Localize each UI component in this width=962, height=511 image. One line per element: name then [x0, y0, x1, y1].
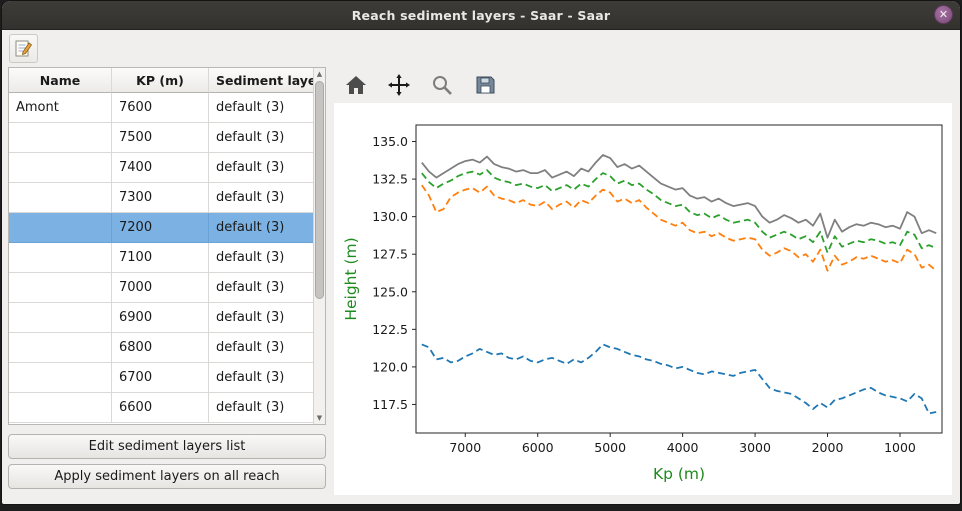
- home-button[interactable]: [342, 71, 370, 99]
- table-cell[interactable]: [9, 333, 112, 363]
- chart-svg: 117.5 120.0 122.5 125.0 127.5 130.0 132.5 135.0…: [342, 124, 943, 483]
- svg-text:130.0: 130.0: [372, 209, 408, 224]
- apply-sediment-layers-button[interactable]: Apply sediment layers on all reach: [8, 464, 326, 489]
- close-button[interactable]: ✕: [934, 5, 953, 24]
- table-row[interactable]: 7000 default (3): [9, 273, 313, 303]
- table-cell[interactable]: default (3): [209, 153, 313, 183]
- table-cell[interactable]: default (3): [209, 363, 313, 393]
- table-cell[interactable]: default (3): [209, 183, 313, 213]
- table-cell[interactable]: 6600: [112, 393, 209, 423]
- table-cell[interactable]: [9, 153, 112, 183]
- svg-text:135.0: 135.0: [372, 134, 408, 149]
- table-cell[interactable]: 7500: [112, 123, 209, 153]
- table-row[interactable]: Amont 7600 default (3): [9, 93, 313, 123]
- kp-table: Name KP (m) Sediment layers Amont7600def…: [8, 67, 326, 425]
- plot-canvas[interactable]: 117.5 120.0 122.5 125.0 127.5 130.0 132.5 135.0…: [334, 103, 952, 495]
- table-cell[interactable]: 7100: [112, 243, 209, 273]
- table-cell[interactable]: [9, 273, 112, 303]
- svg-text:122.5: 122.5: [372, 322, 408, 337]
- svg-text:2000: 2000: [812, 440, 844, 455]
- table-cell[interactable]: 7400: [112, 153, 209, 183]
- table-cell[interactable]: [9, 123, 112, 153]
- home-icon: [346, 76, 366, 94]
- magnifier-icon: [433, 76, 452, 95]
- save-button[interactable]: [471, 71, 499, 99]
- table-cell[interactable]: default (3): [209, 393, 313, 423]
- save-floppy-icon: [476, 76, 495, 94]
- table-row[interactable]: 6900 default (3): [9, 303, 313, 333]
- table-cell[interactable]: 6700: [112, 363, 209, 393]
- table-row[interactable]: 6800 default (3): [9, 333, 313, 363]
- scrollbar-thumb[interactable]: [315, 81, 324, 299]
- svg-text:5000: 5000: [594, 440, 626, 455]
- table-header-row: Name KP (m) Sediment layers: [9, 68, 313, 93]
- table-cell[interactable]: [9, 183, 112, 213]
- table-cell[interactable]: default (3): [209, 333, 313, 363]
- table-cell[interactable]: default (3): [209, 93, 313, 123]
- svg-text:132.5: 132.5: [372, 172, 408, 187]
- edit-reach-button[interactable]: [9, 33, 38, 63]
- svg-text:Height (m): Height (m): [342, 237, 360, 320]
- svg-text:1000: 1000: [884, 440, 916, 455]
- svg-text:117.5: 117.5: [372, 397, 408, 412]
- svg-text:120.0: 120.0: [372, 359, 408, 374]
- pan-move-icon: [388, 74, 410, 96]
- app-toolbar: [2, 30, 960, 66]
- table-row[interactable]: 6700 default (3): [9, 363, 313, 393]
- table-cell[interactable]: 7000: [112, 273, 209, 303]
- table-row[interactable]: 7200 default (3): [9, 213, 313, 243]
- table-row[interactable]: 7500 default (3): [9, 123, 313, 153]
- table-cell[interactable]: 6800: [112, 333, 209, 363]
- svg-text:6000: 6000: [522, 440, 554, 455]
- table-row[interactable]: 7100 default (3): [9, 243, 313, 273]
- window-title: Reach sediment layers - Saar - Saar: [351, 7, 611, 23]
- table-cell[interactable]: default (3): [209, 243, 313, 273]
- header-sediment-layers[interactable]: Sediment layers: [209, 68, 313, 93]
- svg-text:127.5: 127.5: [372, 247, 408, 262]
- table-cell[interactable]: default (3): [209, 303, 313, 333]
- table-row[interactable]: 7300 default (3): [9, 183, 313, 213]
- scroll-up-icon[interactable]: ▲: [316, 70, 323, 78]
- svg-text:4000: 4000: [667, 440, 699, 455]
- table-cell[interactable]: default (3): [209, 273, 313, 303]
- table-cell[interactable]: [9, 213, 112, 243]
- svg-text:125.0: 125.0: [372, 284, 408, 299]
- edit-sediment-layers-button[interactable]: Edit sediment layers list: [8, 434, 326, 459]
- plot-toolbar: [334, 67, 954, 103]
- pan-button[interactable]: [385, 71, 413, 99]
- table-cell[interactable]: 6900: [112, 303, 209, 333]
- table-cell[interactable]: default (3): [209, 123, 313, 153]
- zoom-button[interactable]: [428, 71, 456, 99]
- table-cell[interactable]: [9, 303, 112, 333]
- figure-panel: 117.5 120.0 122.5 125.0 127.5 130.0 132.5 135.0…: [334, 67, 954, 499]
- table-cell[interactable]: 7600: [112, 93, 209, 123]
- table-row[interactable]: 6600 default (3): [9, 393, 313, 423]
- table-body: Amont 7600 default (3) 7500 default (3) 7400 d…: [9, 93, 313, 423]
- table-cell[interactable]: [9, 243, 112, 273]
- edit-document-icon: [15, 40, 33, 56]
- svg-text:3000: 3000: [739, 440, 771, 455]
- header-kp[interactable]: KP (m): [112, 68, 209, 93]
- table-cell[interactable]: [9, 393, 112, 423]
- titlebar[interactable]: Reach sediment layers - Saar - Saar ✕: [2, 1, 960, 30]
- table-row[interactable]: 7400 default (3): [9, 153, 313, 183]
- scroll-down-icon[interactable]: ▼: [316, 414, 323, 422]
- svg-text:7000: 7000: [449, 440, 481, 455]
- table-cell[interactable]: [9, 363, 112, 393]
- svg-text:Kp (m): Kp (m): [653, 465, 705, 483]
- table-cell[interactable]: 7300: [112, 183, 209, 213]
- header-name[interactable]: Name: [9, 68, 112, 93]
- table-cell[interactable]: Amont: [9, 93, 112, 123]
- close-icon: ✕: [938, 8, 949, 21]
- table-cell[interactable]: default (3): [209, 213, 313, 243]
- table-cell[interactable]: 7200: [112, 213, 209, 243]
- table-grid: Name KP (m) Sediment layers Amont7600def…: [9, 68, 313, 424]
- table-scrollbar[interactable]: ▲ ▼: [313, 68, 325, 424]
